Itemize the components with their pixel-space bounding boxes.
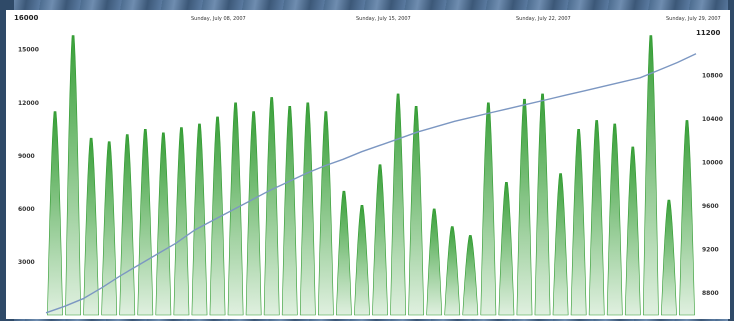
green-peak xyxy=(679,120,695,316)
date-label-2: Sunday, July 15, 2007 xyxy=(356,16,411,22)
green-peak xyxy=(390,93,406,316)
green-peak xyxy=(372,164,388,316)
green-peak xyxy=(426,208,443,316)
left-tick-label: 15000 xyxy=(18,47,39,54)
chart-svg: 16000 11200 Sunday, July 08, 2007 Sunday… xyxy=(14,14,723,316)
green-area-series xyxy=(47,35,695,316)
green-peak xyxy=(444,226,461,316)
blue-line-series xyxy=(45,53,697,314)
green-peak xyxy=(570,128,587,316)
green-peak xyxy=(245,111,262,316)
green-peak xyxy=(299,102,316,316)
right-axis-ticks: 10800 10400 10000 9600 9200 8800 xyxy=(702,73,723,298)
chart-area: 16000 11200 Sunday, July 08, 2007 Sunday… xyxy=(6,10,730,319)
right-tick-label: 9200 xyxy=(702,247,719,254)
green-peak xyxy=(47,111,63,316)
green-peak xyxy=(65,35,81,316)
green-peak xyxy=(642,35,659,316)
green-peak xyxy=(462,235,479,316)
green-peak xyxy=(191,123,208,316)
right-tick-label: 10000 xyxy=(702,160,723,167)
green-peak xyxy=(480,102,497,316)
green-peak xyxy=(516,98,533,316)
left-tick-label: 9000 xyxy=(18,153,35,160)
left-axis-ticks: 15000 12000 9000 6000 3000 xyxy=(18,47,39,266)
green-peak xyxy=(552,173,569,316)
green-peak xyxy=(155,132,172,316)
green-peak xyxy=(408,105,425,316)
blue-trend-line xyxy=(45,53,697,314)
right-tick-label: 10400 xyxy=(702,116,723,123)
date-label-4: Sunday, July 29, 2007 xyxy=(666,16,721,22)
green-peak xyxy=(317,111,334,316)
green-peak xyxy=(354,205,370,316)
green-peak xyxy=(281,105,298,316)
date-label-3: Sunday, July 22, 2007 xyxy=(516,16,571,22)
green-peak xyxy=(606,123,623,316)
left-tick-label: 6000 xyxy=(18,206,35,213)
left-tick-label: 12000 xyxy=(18,100,39,107)
green-peak xyxy=(101,141,118,316)
green-peak xyxy=(137,128,154,316)
top-left-value: 16000 xyxy=(14,14,38,22)
top-right-value: 11200 xyxy=(696,29,720,37)
green-peak xyxy=(588,120,605,316)
right-tick-label: 10800 xyxy=(702,73,723,80)
green-peak xyxy=(336,190,352,316)
green-peak xyxy=(661,199,677,316)
right-edge xyxy=(728,0,734,321)
green-peak xyxy=(173,127,190,316)
green-peak xyxy=(534,93,551,316)
green-peak xyxy=(119,134,136,316)
green-peak xyxy=(209,116,226,316)
green-peak xyxy=(624,146,641,316)
date-label-1: Sunday, July 08, 2007 xyxy=(191,16,246,22)
right-tick-label: 8800 xyxy=(702,290,719,297)
right-tick-label: 9600 xyxy=(702,203,719,210)
left-tick-label: 3000 xyxy=(18,259,35,266)
green-peak xyxy=(498,182,515,316)
green-peak xyxy=(263,97,280,316)
green-peak xyxy=(83,137,100,316)
